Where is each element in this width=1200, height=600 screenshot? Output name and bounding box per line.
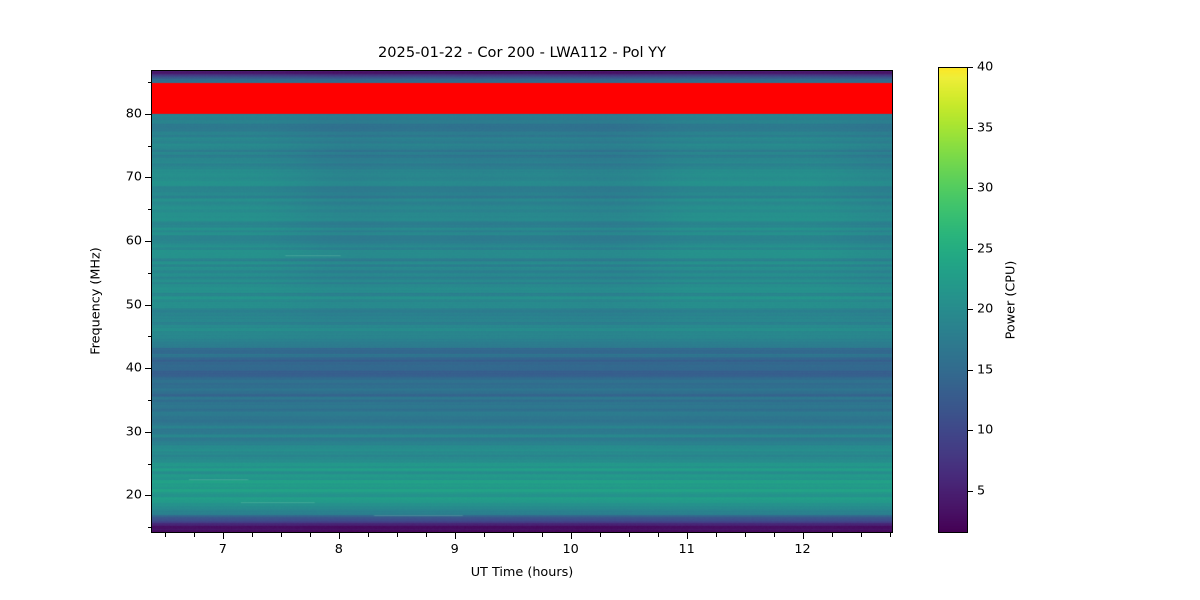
- y-tick-label: 50: [125, 297, 142, 313]
- x-tick-minor: [831, 533, 833, 537]
- x-tick-label: 9: [450, 542, 459, 557]
- x-tick: [686, 533, 688, 539]
- x-tick-label: 12: [794, 542, 811, 557]
- colorbar-tick-label: 40: [977, 59, 994, 75]
- x-tick-minor: [251, 533, 253, 537]
- x-tick: [222, 533, 224, 539]
- x-tick-minor: [860, 533, 862, 537]
- colorbar-gradient: [939, 68, 967, 532]
- x-tick-minor: [164, 533, 166, 537]
- x-tick: [454, 533, 456, 539]
- colorbar-tick-label: 30: [977, 180, 994, 196]
- y-tick-label: 20: [125, 487, 142, 503]
- colorbar-tick-label: 5: [977, 483, 986, 499]
- colorbar-tick: [968, 67, 973, 68]
- x-tick-minor: [599, 533, 601, 537]
- x-tick-label: 10: [562, 542, 579, 557]
- page-title: 2025-01-22 - Cor 200 - LWA112 - Pol YY: [377, 44, 667, 61]
- x-tick-label: 7: [218, 542, 227, 557]
- x-tick-minor: [657, 533, 659, 537]
- colorbar-tick-label: 15: [977, 362, 994, 378]
- x-tick-minor: [773, 533, 775, 537]
- colorbar-tick: [968, 369, 973, 371]
- colorbar-tick: [968, 309, 973, 311]
- colorbar-tick: [968, 490, 973, 492]
- x-tick-label: 8: [334, 542, 343, 557]
- y-tick-label: 40: [125, 360, 142, 376]
- colorbar-tick: [968, 188, 973, 190]
- y-tick-label: 30: [125, 424, 142, 440]
- x-tick-minor: [425, 533, 427, 537]
- spectrogram-image: [152, 71, 892, 532]
- x-tick-minor: [280, 533, 282, 537]
- x-axis-label: UT Time (hours): [470, 565, 574, 580]
- x-tick-minor: [628, 533, 630, 537]
- colorbar-tick: [968, 430, 973, 432]
- y-tick-label: 80: [125, 106, 142, 122]
- x-tick-minor: [512, 533, 514, 537]
- x-tick-minor: [396, 533, 398, 537]
- spectrogram-axes: [151, 70, 893, 533]
- x-tick-minor: [541, 533, 543, 537]
- colorbar-tick: [968, 127, 973, 129]
- x-tick: [802, 533, 804, 539]
- x-tick-minor: [367, 533, 369, 537]
- x-tick: [570, 533, 572, 539]
- y-tick-label: 70: [125, 169, 142, 185]
- colorbar-tick-label: 25: [977, 241, 994, 257]
- x-tick-minor: [309, 533, 311, 537]
- colorbar: [938, 67, 968, 533]
- colorbar-label: Power (CPU): [1003, 260, 1019, 340]
- x-tick-label: 11: [678, 542, 695, 557]
- colorbar-tick-label: 20: [977, 301, 994, 317]
- x-tick-minor: [715, 533, 717, 537]
- colorbar-tick-label: 10: [977, 422, 994, 438]
- x-tick-minor: [483, 533, 485, 537]
- colorbar-tick: [968, 248, 973, 250]
- x-tick-minor: [193, 533, 195, 537]
- colorbar-tick-label: 35: [977, 120, 994, 136]
- x-tick-minor: [889, 533, 891, 537]
- y-axis-label: Frequency (MHz): [88, 247, 104, 355]
- x-tick-minor: [744, 533, 746, 537]
- y-tick-label: 60: [125, 233, 142, 249]
- x-tick: [338, 533, 340, 539]
